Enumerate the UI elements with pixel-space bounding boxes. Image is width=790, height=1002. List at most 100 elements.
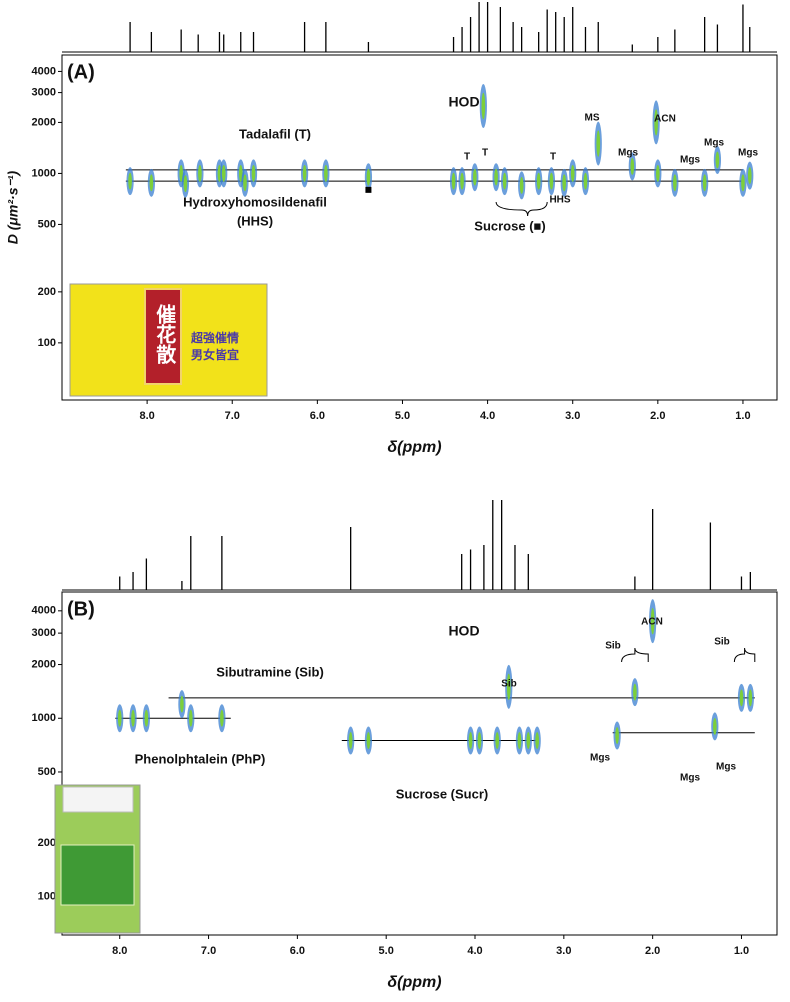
y-tick-label: 200 [38, 286, 56, 298]
contour-inner [495, 732, 500, 749]
contour [178, 690, 186, 719]
contour [249, 159, 258, 188]
x-tick-label: 6.0 [290, 945, 305, 957]
contour-inner [188, 709, 193, 727]
annotation: Mgs [680, 773, 700, 784]
contour-inner [747, 167, 752, 185]
contour [547, 167, 556, 196]
contour [347, 726, 355, 755]
contour-inner [468, 732, 473, 749]
annotation: Mgs [618, 148, 638, 159]
x-tick-label: 6.0 [310, 410, 325, 422]
contour [739, 168, 747, 197]
contour-inner [615, 727, 619, 744]
annotation: Sib [714, 637, 730, 648]
x-tick-label: 4.0 [480, 410, 495, 422]
contour [493, 726, 501, 755]
contour [671, 168, 679, 197]
sib-brace [621, 647, 649, 663]
contour [196, 159, 204, 188]
contour [187, 704, 195, 733]
contour [220, 159, 228, 188]
contour-inner [477, 732, 482, 749]
contour [479, 84, 487, 129]
plot-frame [61, 591, 778, 936]
contour-inner [473, 168, 477, 186]
contour-inner [536, 172, 541, 190]
contour-inner [180, 695, 184, 713]
contour [746, 683, 754, 712]
contour [116, 704, 124, 733]
annotation: ACN [654, 114, 676, 125]
y-tick-label: 3000 [32, 86, 56, 98]
y-tick-label: 500 [38, 766, 56, 778]
contour [737, 683, 746, 712]
contour [471, 163, 479, 192]
contour-inner [715, 151, 720, 169]
contour [654, 159, 662, 188]
panel-label: (A) [67, 61, 95, 83]
x-tick-label: 8.0 [139, 410, 154, 422]
contour-inner [633, 683, 637, 701]
y-tick-label: 4000 [32, 605, 56, 617]
contour [364, 163, 373, 192]
contour-inner [460, 172, 464, 190]
contour-inner [739, 689, 744, 707]
annotation: T [482, 148, 488, 159]
sib-brace [733, 647, 756, 663]
y-tick-label: 4000 [32, 65, 56, 77]
y-tick-label: 100 [38, 337, 56, 349]
contour [142, 704, 150, 733]
annotation: Mgs [716, 762, 736, 773]
contour-inner [506, 673, 511, 701]
contour-inner [198, 165, 202, 182]
contour [218, 704, 226, 733]
annotation: Mgs [680, 155, 700, 166]
x-tick-label: 1.0 [735, 410, 750, 422]
x-tick-label: 1.0 [734, 945, 749, 957]
y-tick-label: 2000 [32, 658, 56, 670]
sucrose-brace [495, 201, 548, 217]
contour-inner [502, 172, 507, 190]
contour [300, 159, 309, 188]
contour-inner [741, 174, 745, 192]
annotation: MS [585, 113, 600, 124]
contour-inner [324, 165, 328, 182]
x-tick-label: 2.0 [650, 410, 665, 422]
sucrose-marker [365, 186, 372, 193]
annotation: Mgs [704, 138, 724, 149]
contour [560, 168, 568, 197]
annotation: Mgs [590, 753, 610, 764]
contour [649, 599, 657, 644]
contour [713, 146, 722, 175]
x-axis-label: δ(ppm) [387, 974, 441, 991]
bottle-cap [62, 786, 134, 813]
contour [581, 167, 590, 196]
contour [515, 726, 524, 755]
annotation: T [550, 152, 556, 163]
y-tick-label: 100 [38, 891, 56, 903]
annotation: Sibutramine (Sib) [216, 664, 324, 679]
contour-inner [583, 172, 588, 190]
annotation: (HHS) [237, 213, 273, 228]
contour-inner [656, 165, 660, 182]
y-tick-label: 1000 [32, 712, 56, 724]
x-tick-label: 8.0 [112, 945, 127, 957]
contour-inner [654, 109, 658, 136]
contour [449, 167, 458, 196]
contour [613, 721, 621, 750]
x-tick-label: 5.0 [395, 410, 410, 422]
contour-inner [144, 709, 149, 727]
annotation: HHS [549, 195, 570, 206]
contour [711, 712, 719, 741]
contour [594, 121, 602, 166]
product-slogan: 超強催情 [190, 330, 239, 345]
contour [701, 168, 709, 197]
product-slogan: 男女皆宜 [191, 347, 239, 362]
contour [533, 726, 541, 755]
annotation: T [464, 152, 470, 163]
contour-inner [238, 165, 243, 182]
contour-inner [131, 709, 135, 727]
contour-inner [570, 165, 575, 182]
